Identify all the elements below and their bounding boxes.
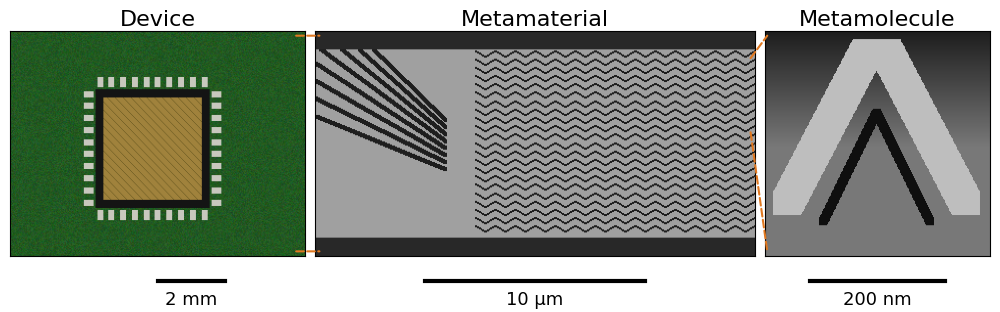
Text: 10 μm: 10 μm xyxy=(506,291,564,309)
Title: Device: Device xyxy=(120,10,196,30)
Title: Metamolecule: Metamolecule xyxy=(799,10,956,30)
Text: 2 mm: 2 mm xyxy=(165,291,218,309)
Title: Metamaterial: Metamaterial xyxy=(461,10,609,30)
Text: 200 nm: 200 nm xyxy=(843,291,912,309)
